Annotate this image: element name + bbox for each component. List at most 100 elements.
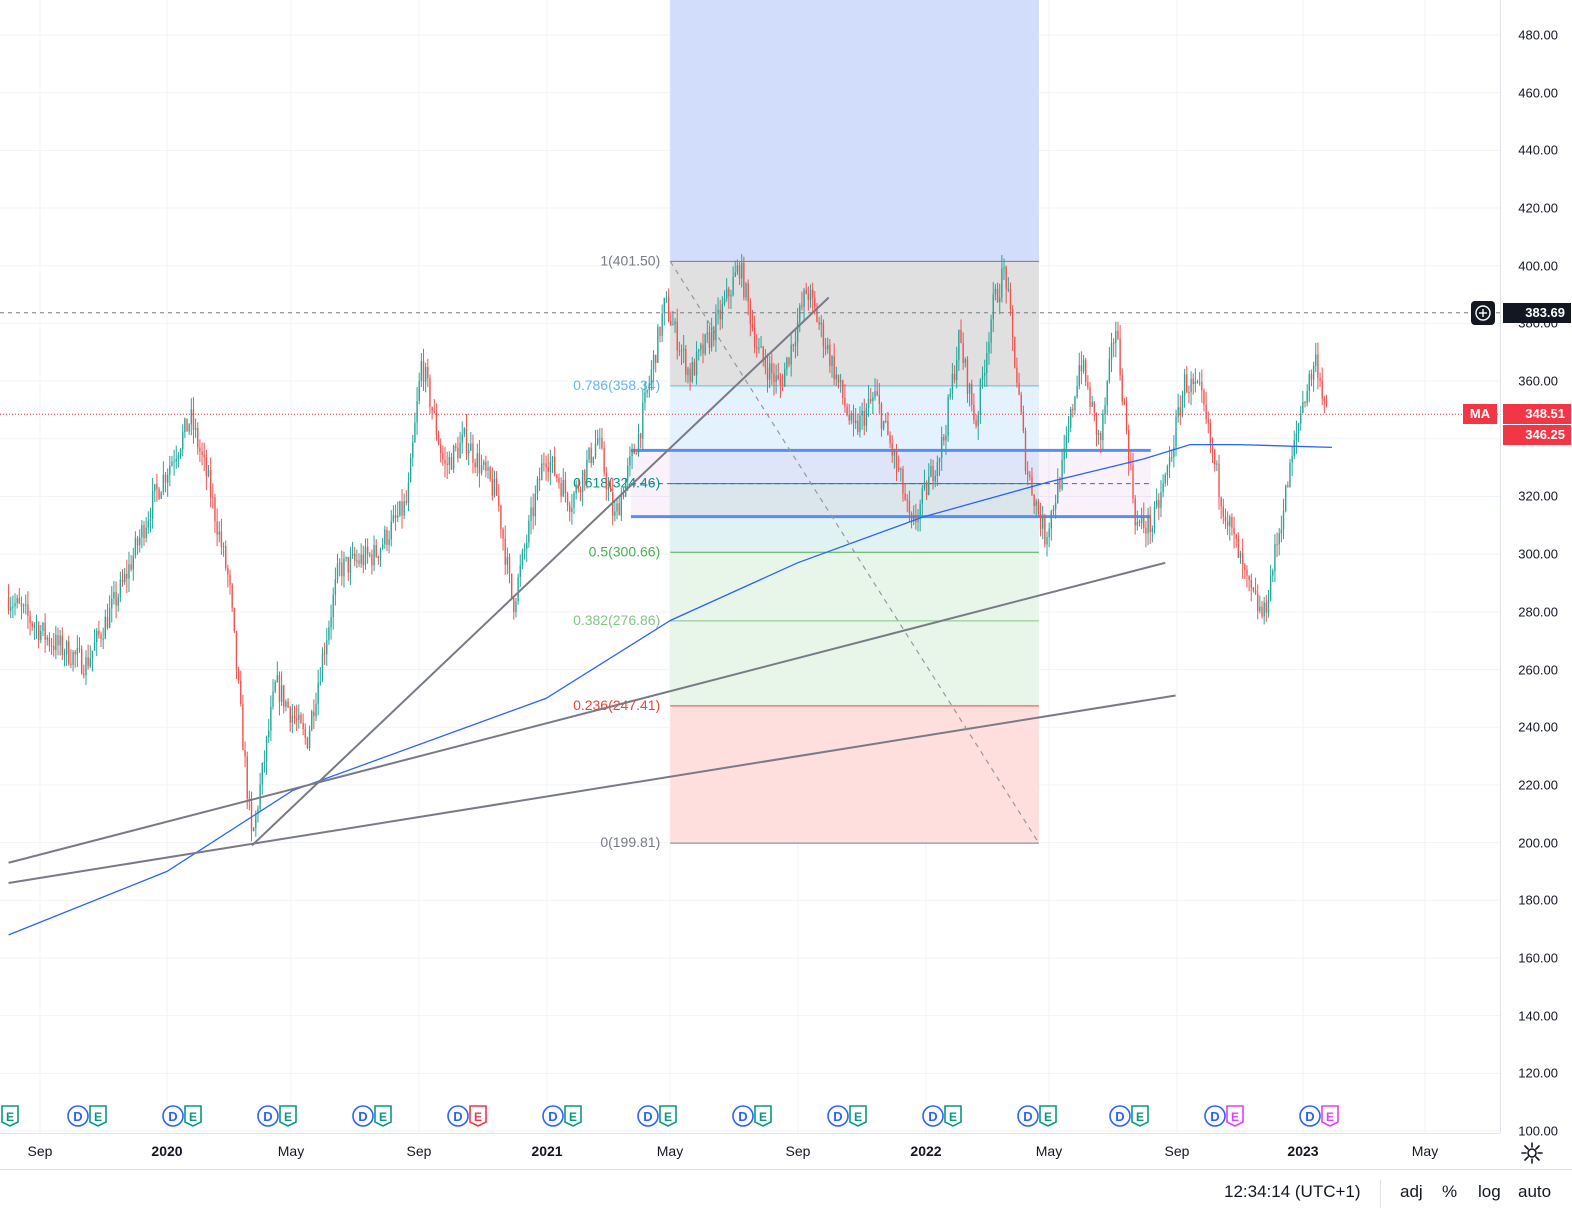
earnings-event-letter: E: [1136, 1110, 1144, 1124]
log-toggle[interactable]: log: [1478, 1182, 1501, 1201]
candle-body: [536, 478, 539, 494]
candle-body: [334, 579, 337, 595]
candle-body: [381, 544, 384, 549]
candle-body: [14, 603, 16, 607]
candle-body: [388, 539, 390, 545]
candle-body: [40, 630, 42, 641]
time-tick-label: 2023: [1287, 1143, 1319, 1159]
dividend-event-icon: [1299, 1105, 1321, 1127]
price-axis[interactable]: 480.00 460.00 440.00 420.00 400.00 380.00 360.…: [1500, 0, 1572, 1139]
chart-canvas[interactable]: 1(401.50)0.786(358.34)0.618(324.46)0.5(3…: [0, 0, 1500, 1133]
dividend-event-letter: D: [928, 1109, 937, 1124]
price-tick-label: 280.00: [1518, 604, 1558, 620]
candle-body: [452, 446, 455, 470]
candle-body: [87, 657, 89, 667]
candle-body: [805, 290, 807, 294]
candle-body: [1265, 602, 1268, 613]
time-axis[interactable]: Sep 2020 May Sep 2021 May Sep 2022 May Sep 2023 May: [0, 1133, 1500, 1169]
candle-body: [609, 486, 612, 492]
candle-body: [216, 521, 218, 535]
ma-indicator-label[interactable]: MA: [1463, 404, 1497, 425]
candle-body: [369, 554, 371, 556]
candle-body: [1003, 267, 1005, 269]
candle-body: [1274, 544, 1276, 572]
candle-body: [111, 598, 113, 609]
candle-body: [848, 414, 850, 421]
candle-body: [874, 391, 876, 398]
candle-body: [1306, 390, 1308, 403]
candle-body: [777, 375, 779, 379]
candle-body: [98, 630, 100, 635]
candle-body: [749, 301, 752, 325]
candle-body: [321, 653, 324, 682]
candle-body: [351, 553, 354, 556]
candle-body: [588, 447, 590, 460]
candle-body: [495, 478, 498, 496]
candle-body: [766, 367, 769, 380]
candle-body: [945, 435, 947, 441]
candle-body: [814, 297, 816, 308]
auto-toggle[interactable]: auto: [1518, 1182, 1552, 1201]
candle-body: [390, 521, 392, 540]
adj-toggle[interactable]: adj: [1400, 1182, 1423, 1201]
candle-body: [10, 607, 12, 611]
candle-body: [1087, 382, 1089, 388]
candle-body: [934, 475, 936, 482]
trendline: [8, 561, 1166, 864]
candle-body: [323, 653, 326, 655]
candle-body: [564, 480, 567, 494]
candle-body: [1284, 485, 1287, 511]
candle-body: [7, 597, 10, 611]
candle-body: [1078, 365, 1080, 387]
price-tick-label: 420.00: [1518, 200, 1558, 216]
candle-body: [1241, 552, 1244, 565]
candle-body: [1104, 405, 1106, 414]
candle-body: [698, 349, 700, 352]
candle-body: [435, 412, 438, 435]
candle-body: [33, 626, 36, 628]
candle-body: [179, 449, 182, 456]
candle-body: [457, 447, 459, 459]
candle-body: [560, 483, 562, 497]
candle-body: [796, 321, 799, 343]
candle-body: [949, 393, 951, 397]
candle-body: [46, 637, 48, 640]
candle-body: [1009, 288, 1012, 309]
percent-toggle[interactable]: %: [1442, 1182, 1458, 1201]
clock-timezone[interactable]: 12:34:14 (UTC+1): [1224, 1182, 1361, 1201]
candle-body: [872, 397, 874, 402]
candle-body: [695, 351, 698, 376]
candle-body: [702, 344, 704, 354]
candle-body: [994, 288, 997, 295]
candle-body: [902, 468, 904, 494]
dividend-event-icon: [542, 1105, 564, 1127]
candle-body: [839, 380, 842, 383]
candle-body: [1304, 401, 1306, 403]
candle-body: [1024, 430, 1027, 472]
candle-body: [562, 480, 564, 497]
candle-body: [928, 476, 930, 496]
candle-body: [657, 326, 659, 363]
candle-body: [850, 413, 853, 421]
candle-body: [917, 518, 919, 523]
candle-body: [209, 470, 212, 498]
settings-gear-icon[interactable]: [1520, 1141, 1544, 1165]
time-tick-label: May: [1035, 1143, 1063, 1159]
candle-body: [117, 597, 119, 606]
earnings-event-icon: [659, 1105, 677, 1127]
candle-body: [461, 434, 463, 443]
candle-body: [842, 380, 844, 399]
candle-body: [487, 467, 489, 471]
dividend-event-icon: [162, 1105, 184, 1127]
candle-body: [1175, 416, 1177, 448]
earnings-event-icon: [754, 1105, 772, 1127]
candle-body: [22, 605, 25, 607]
candle-body: [968, 384, 971, 394]
chart-pane[interactable]: 1(401.50) 0.786(358.34) 0.618(324.46) 0.5(3…: [0, 0, 1500, 1133]
time-tick-label: Sep: [27, 1143, 53, 1159]
add-alert-plus-icon[interactable]: [1471, 300, 1495, 325]
candle-body: [940, 436, 943, 458]
candle-body: [1235, 534, 1237, 540]
candle-body: [143, 525, 145, 539]
candle-body: [72, 651, 74, 665]
